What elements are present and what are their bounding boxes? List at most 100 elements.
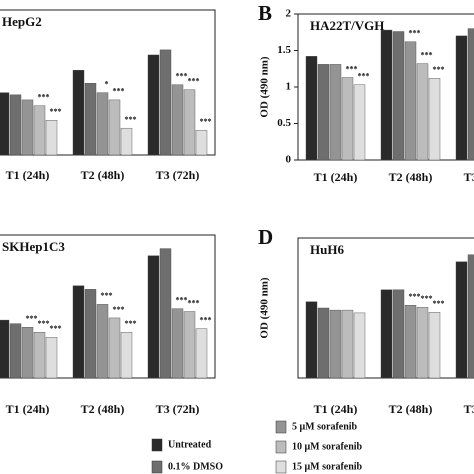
significance-label: *** [433, 299, 445, 308]
bar [159, 248, 172, 379]
legend-swatch [275, 460, 287, 474]
y-tick-label: 1 [286, 81, 292, 93]
significance-label: *** [409, 292, 421, 301]
bar [96, 304, 109, 379]
bar [84, 289, 97, 379]
significance-label: *** [38, 93, 50, 102]
bar [305, 56, 318, 161]
panel-title: HuH6 [310, 242, 344, 257]
significance-label: *** [113, 87, 125, 96]
significance-label: *** [358, 72, 370, 81]
bar [183, 311, 196, 379]
legend-swatch [275, 440, 287, 454]
x-tick-label: T3 (72h) [464, 402, 474, 416]
significance-label: *** [409, 29, 421, 38]
bar [45, 119, 58, 156]
bar [341, 77, 354, 161]
x-tick-label: T2 (48h) [389, 170, 433, 184]
bar [329, 64, 342, 161]
x-tick-label: T2 (48h) [389, 402, 433, 416]
bar [353, 312, 366, 379]
significance-label: *** [188, 77, 200, 86]
significance-label: *** [176, 295, 188, 304]
y-axis-label: OD (490 nm) [259, 56, 271, 117]
bar [380, 289, 393, 379]
x-tick-label: T1 (24h) [6, 402, 50, 416]
bar [317, 64, 330, 161]
significance-label: *** [38, 319, 50, 328]
panel-title: HepG2 [2, 14, 42, 29]
significance-label: *** [421, 294, 433, 303]
bar [392, 31, 405, 161]
x-tick-label: T2 (48h) [81, 168, 125, 182]
bar [317, 307, 330, 379]
bar [120, 332, 133, 379]
x-tick-label: T1 (24h) [314, 170, 358, 184]
bar [84, 83, 97, 156]
y-tick-label: 2 [286, 8, 292, 20]
significance-label: *** [188, 298, 200, 307]
legend-label: 5 μM sorafenib [292, 421, 358, 432]
bar [392, 289, 405, 379]
bar [183, 89, 196, 156]
x-tick-label: T3 (72h) [156, 168, 200, 182]
panel-title: HA22T/VGH [310, 18, 384, 33]
bar [416, 63, 429, 161]
bar [33, 332, 46, 379]
significance-label: *** [113, 305, 125, 314]
bar [147, 54, 160, 156]
bar [21, 327, 34, 379]
bar [72, 69, 85, 156]
bar [428, 312, 441, 379]
bar [108, 99, 121, 156]
significance-label: *** [101, 291, 113, 300]
bar [341, 309, 354, 379]
significance-label: *** [421, 50, 433, 59]
panel-title: SKHep1C3 [2, 239, 65, 254]
significance-label: *** [176, 72, 188, 81]
y-axis-label: OD (490 nm) [259, 277, 271, 338]
significance-label: *** [125, 115, 137, 124]
x-tick-label: T1 (24h) [314, 402, 358, 416]
bar [9, 94, 22, 156]
significance-label: *** [26, 314, 38, 323]
bar [416, 307, 429, 379]
legend-label: Untreated [168, 439, 212, 450]
bar [353, 84, 366, 161]
bar [428, 78, 441, 161]
bar [147, 255, 160, 379]
x-tick-label: T3 (72h) [156, 402, 200, 416]
x-tick-label: T1 (24h) [6, 168, 50, 182]
bar [0, 92, 10, 156]
bar [33, 105, 46, 156]
significance-label: *** [125, 319, 137, 328]
significance-label: * [105, 79, 109, 88]
bar [21, 99, 34, 156]
bar [120, 127, 133, 156]
legend-swatch [151, 460, 163, 474]
y-tick-label: 0.5 [277, 117, 291, 129]
bar [96, 92, 109, 156]
significance-label: *** [50, 324, 62, 333]
x-tick-label: T2 (48h) [81, 402, 125, 416]
bar [467, 28, 474, 161]
significance-label: *** [346, 64, 358, 73]
bar [195, 130, 208, 156]
legend-label: 0.1% DMSO [168, 461, 223, 472]
bar [404, 41, 417, 161]
significance-label: *** [50, 107, 62, 116]
bar [455, 35, 468, 161]
bar [171, 84, 184, 156]
bar [159, 49, 172, 156]
bar [171, 308, 184, 379]
bar [329, 309, 342, 379]
bar [467, 254, 474, 379]
bar [455, 261, 468, 379]
legend-label: 15 μM sorafenib [292, 461, 363, 472]
bar [72, 285, 85, 379]
legend-swatch [151, 438, 163, 452]
bar [404, 305, 417, 379]
legend-label: 10 μM sorafenib [292, 441, 363, 452]
y-tick-label: 0 [286, 154, 292, 166]
